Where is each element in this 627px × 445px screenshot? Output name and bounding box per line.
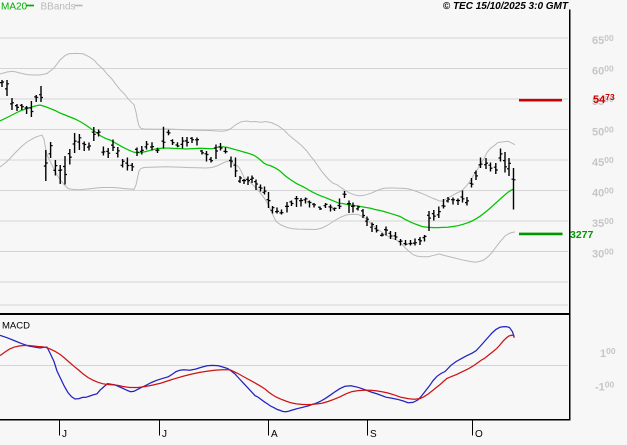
svg-text:MACD: MACD xyxy=(2,321,30,332)
svg-text:MA20: MA20 xyxy=(1,2,28,13)
svg-text:S: S xyxy=(370,429,377,440)
svg-text:J: J xyxy=(62,429,67,440)
svg-text:A: A xyxy=(271,429,278,440)
svg-text:O: O xyxy=(475,429,483,440)
svg-text:BBands: BBands xyxy=(41,2,76,13)
svg-text:© TEC 15/10/2025 3:0 GMT: © TEC 15/10/2025 3:0 GMT xyxy=(443,1,569,12)
svg-text:3277: 3277 xyxy=(570,229,594,241)
svg-text:J: J xyxy=(162,429,167,440)
